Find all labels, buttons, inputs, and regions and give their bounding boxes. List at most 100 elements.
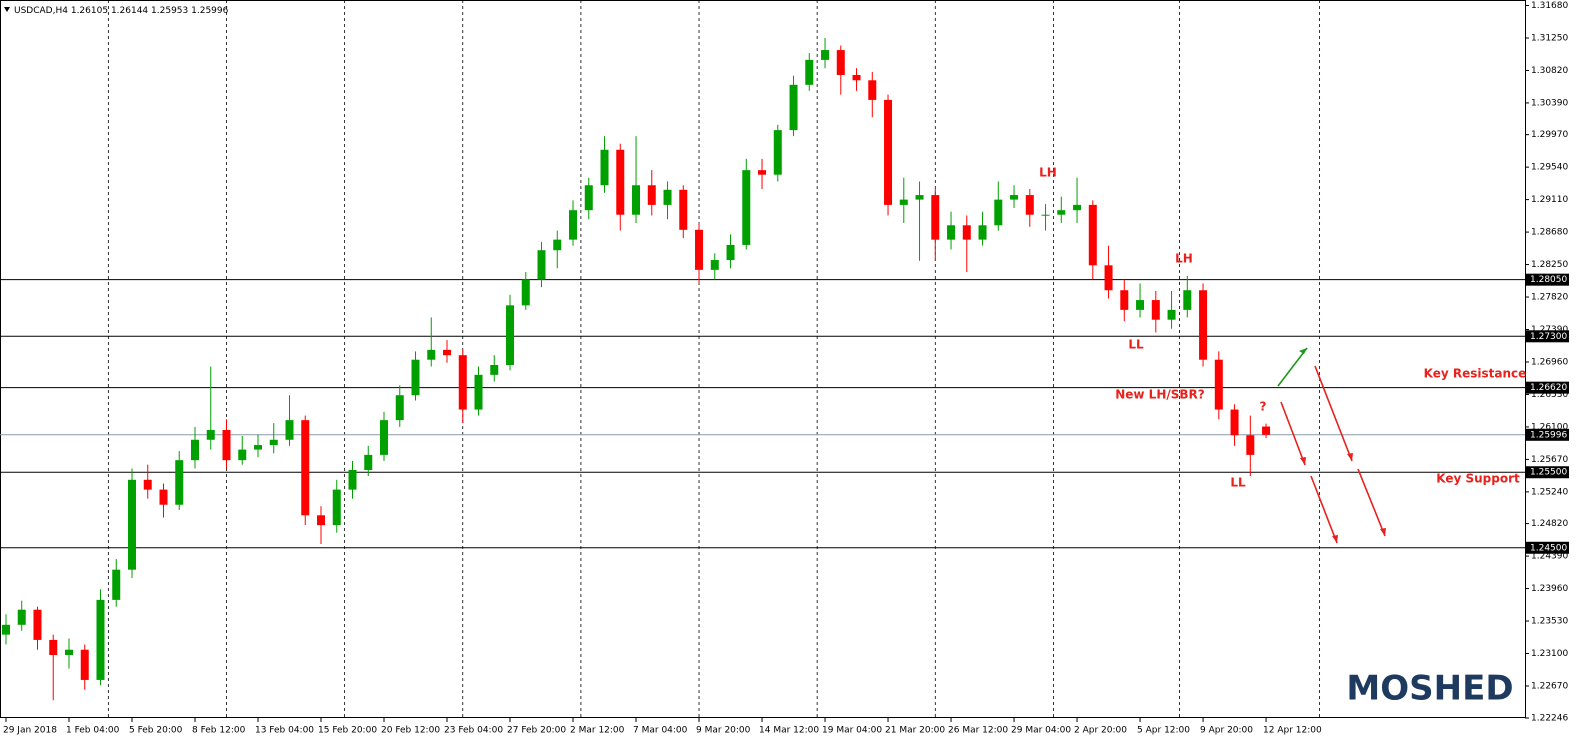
open: 1.26105 xyxy=(71,6,108,16)
level-box xyxy=(1526,466,1569,479)
annotation: LL xyxy=(1230,476,1246,490)
close: 1.25996 xyxy=(191,6,228,16)
candle-body xyxy=(852,74,861,81)
candle-body xyxy=(805,59,814,85)
arrow xyxy=(1277,347,1308,387)
arrow-head xyxy=(1332,535,1338,543)
level-label: 1.24500 xyxy=(1530,543,1567,553)
candle-body xyxy=(947,225,956,240)
candle-body xyxy=(1136,300,1145,310)
candle-body xyxy=(474,374,483,410)
candle-body xyxy=(348,469,357,490)
candle-body xyxy=(742,170,751,245)
x-tick-label: 7 Mar 04:00 xyxy=(633,726,688,736)
y-tick-label: 1.22246 xyxy=(1531,714,1568,724)
candle-body xyxy=(868,80,877,100)
x-tick-label: 8 Feb 12:00 xyxy=(192,726,246,736)
y-tick-label: 1.30390 xyxy=(1531,98,1568,108)
candle-body xyxy=(64,649,73,656)
arrow xyxy=(1357,468,1386,537)
plot-frame xyxy=(0,0,1526,718)
y-tick-label: 1.25670 xyxy=(1531,455,1568,465)
candle-body xyxy=(1230,409,1239,436)
candle-body xyxy=(1199,290,1208,360)
x-tick-label: 14 Mar 12:00 xyxy=(759,726,819,736)
candle-body xyxy=(1151,300,1160,320)
candle-body xyxy=(96,599,105,680)
high: 1.26144 xyxy=(111,6,148,16)
x-tick-label: 21 Mar 20:00 xyxy=(885,726,945,736)
candle-body xyxy=(332,489,341,526)
candle-body xyxy=(427,349,436,360)
x-tick-label: 15 Feb 20:00 xyxy=(318,726,377,736)
candle-body xyxy=(253,445,262,450)
y-tick-label: 1.28250 xyxy=(1531,260,1568,270)
x-tick-label: 29 Jan 2018 xyxy=(3,726,57,736)
x-tick-label: 5 Feb 20:00 xyxy=(129,726,183,736)
annotation: LH xyxy=(1039,166,1057,180)
x-tick-label: 29 Mar 04:00 xyxy=(1011,726,1071,736)
candle-body xyxy=(49,639,58,656)
y-tick-label: 1.26100 xyxy=(1531,422,1568,432)
candle-body xyxy=(269,439,278,446)
candle-body xyxy=(836,50,845,75)
candle-body xyxy=(1073,204,1082,211)
y-tick-label: 1.26530 xyxy=(1531,390,1568,400)
x-tick-label: 2 Apr 20:00 xyxy=(1074,726,1127,736)
level-box xyxy=(1526,428,1569,441)
candle-body xyxy=(962,225,971,240)
y-tick-label: 1.28680 xyxy=(1531,228,1568,238)
candle-body xyxy=(569,210,578,240)
candle-body xyxy=(1167,309,1176,320)
y-tick-label: 1.25240 xyxy=(1531,487,1568,497)
candle-body xyxy=(537,250,546,280)
candle-body xyxy=(821,50,830,60)
candle-body xyxy=(679,189,688,230)
candle-body xyxy=(411,359,420,396)
x-tick-label: 13 Feb 04:00 xyxy=(255,726,314,736)
annotation: New LH/SBR? xyxy=(1115,388,1205,402)
candle-body xyxy=(143,479,152,490)
level-box xyxy=(1526,541,1569,554)
y-tick-label: 1.31250 xyxy=(1531,33,1568,43)
candle-body xyxy=(506,305,515,366)
candle-body xyxy=(285,420,294,440)
level-label: 1.26620 xyxy=(1530,383,1567,393)
x-tick-label: 27 Feb 20:00 xyxy=(507,726,566,736)
annotation: Key Resistance xyxy=(1424,367,1527,381)
candle-body xyxy=(238,449,247,461)
watermark: MOSHED xyxy=(1346,669,1513,709)
candle-body xyxy=(222,429,231,461)
x-tick-label: 23 Feb 04:00 xyxy=(444,726,503,736)
candle-body xyxy=(17,609,26,625)
candle-body xyxy=(1120,290,1129,310)
candle-body xyxy=(710,260,719,270)
candle-body xyxy=(647,185,656,205)
candle-body xyxy=(695,229,704,270)
annotation: LH xyxy=(1175,252,1193,266)
candle-body xyxy=(1088,204,1097,266)
candle-body xyxy=(80,649,89,680)
candle-body xyxy=(773,130,782,175)
candle-body xyxy=(1262,426,1271,435)
y-tick-label: 1.24820 xyxy=(1531,519,1568,529)
y-tick-label: 1.29540 xyxy=(1531,163,1568,173)
candle-body xyxy=(789,84,798,131)
x-tick-label: 1 Feb 04:00 xyxy=(66,726,120,736)
x-tick-label: 9 Apr 20:00 xyxy=(1200,726,1253,736)
arrows xyxy=(1277,347,1386,544)
candle-body xyxy=(1246,435,1255,455)
candle-body xyxy=(915,195,924,200)
candle-body xyxy=(395,395,404,421)
candle-body xyxy=(600,149,609,186)
candle-body xyxy=(190,439,199,461)
x-tick-label: 20 Feb 12:00 xyxy=(381,726,440,736)
candle-body xyxy=(553,239,562,251)
candle-body xyxy=(127,479,136,570)
candle-body xyxy=(584,185,593,211)
level-box xyxy=(1526,273,1569,286)
candle-body xyxy=(899,199,908,205)
candle-body xyxy=(663,189,672,205)
y-tick-label: 1.29970 xyxy=(1531,130,1568,140)
